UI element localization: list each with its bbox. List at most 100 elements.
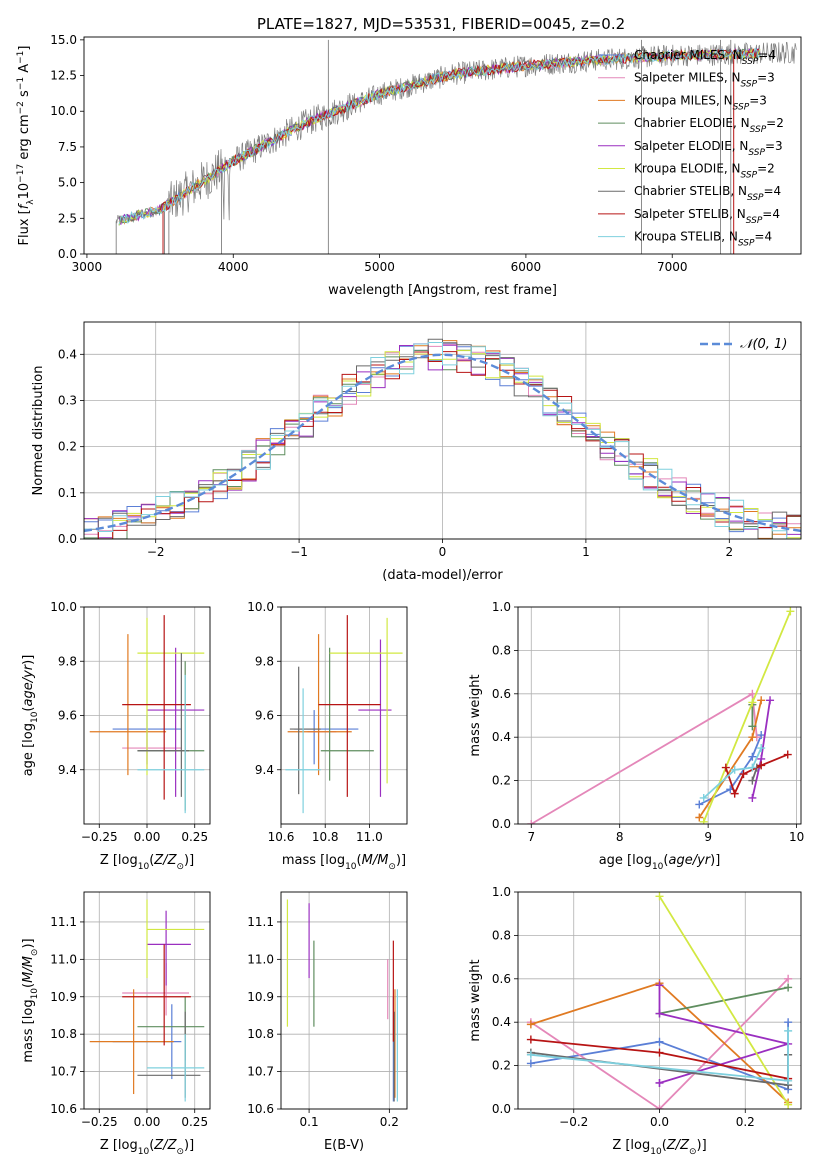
x-axis-label-part: Z/Z xyxy=(666,1138,690,1153)
y-tick-label: 9.6 xyxy=(58,709,77,723)
weight-marker xyxy=(783,750,792,759)
legend-label-part: SSP xyxy=(738,239,755,249)
weight-line-kroupa-stelib xyxy=(703,747,763,799)
weight-marker xyxy=(526,1059,535,1068)
x-axis-label-part: )] xyxy=(396,853,406,868)
weight-marker xyxy=(527,820,536,824)
axes-z-mass: −0.25 0.00 0.25 10.6 10.7 10.8 10.9 11.0 11.1 xyxy=(50,892,210,1129)
y-tick-label: 0.4 xyxy=(492,1015,511,1029)
x-axis-label-part: ( xyxy=(662,1138,667,1153)
weight-marker xyxy=(757,696,766,705)
legend-label-part: SSP xyxy=(733,102,750,112)
y-tick-label: 15.0 xyxy=(50,33,77,47)
histogram-lines xyxy=(84,338,801,539)
axes-frame xyxy=(83,891,211,1110)
legend-label-part: Chabrier ELODIE, N xyxy=(634,116,750,130)
y-tick-label: 10.7 xyxy=(50,1065,77,1079)
y-tick-label: 0.4 xyxy=(492,730,511,744)
y-tick-label: 10.9 xyxy=(50,990,77,1004)
x-tick-label: 8 xyxy=(616,830,624,844)
legend-label-part: SSP xyxy=(748,148,765,158)
y-axis-label-part: s xyxy=(17,90,32,101)
x-axis-label: age [log10(age/yr)] xyxy=(599,853,721,872)
weight-marker xyxy=(784,983,793,992)
y-tick-label: 0.3 xyxy=(58,393,77,407)
weight-marker xyxy=(655,1105,664,1109)
weight-marker xyxy=(748,763,757,772)
weight-marker xyxy=(748,776,757,785)
axes-z-age: −0.25 0.00 0.25 9.4 9.6 9.8 10.0 xyxy=(50,600,210,844)
y-axis-label-part: ( xyxy=(21,707,36,712)
y-tick-label: 10.6 xyxy=(247,1102,274,1116)
x-axis-label-part: )] xyxy=(710,853,720,868)
y-tick-label: 11.0 xyxy=(247,952,274,966)
y-axis-label: mass [log10(M/M⊙)] xyxy=(21,938,40,1062)
x-tick-label: 11.0 xyxy=(356,830,383,844)
errorbars-z-mass xyxy=(89,899,205,1102)
x-axis-label: Z [log10(Z/Z⊙)] xyxy=(100,853,194,872)
legend-label-part: Chabrier MILES, N xyxy=(634,48,742,62)
axes-residuals: −2 −1 0 1 2 0.0 0.1 0.2 0.3 0.4 xyxy=(58,322,801,559)
x-tick-label: 3000 xyxy=(72,260,103,274)
weight-marker xyxy=(757,731,766,740)
weight-marker xyxy=(748,793,757,802)
weight-line-salpeter-stelib xyxy=(724,753,789,797)
y-axis-label-part: −1 xyxy=(16,51,26,64)
x-tick-label: 0.00 xyxy=(134,1115,161,1129)
y-axis-label-part: ⊙ xyxy=(30,949,40,957)
gaussian-curve xyxy=(84,353,801,533)
weight-marker xyxy=(655,1037,664,1046)
y-tick-label: 11.0 xyxy=(50,952,77,966)
legend-label-part: =4 xyxy=(764,184,782,198)
weight-marker xyxy=(748,698,757,707)
legend-label-part: =4 xyxy=(754,230,772,244)
y-tick-label: 0.0 xyxy=(492,817,511,831)
legend-label-part: Salpeter ELODIE, N xyxy=(634,139,748,153)
x-tick-label: 0.1 xyxy=(300,1115,319,1129)
plots-layer: 3000 4000 5000 6000 70000.02.55.07.510.012.5… xyxy=(16,33,804,1157)
y-axis-label-part: f xyxy=(17,202,32,209)
y-tick-label: 9.4 xyxy=(255,763,274,777)
x-tick-label: −0.2 xyxy=(559,1115,588,1129)
x-axis-label-part: Z [log xyxy=(100,1138,138,1153)
y-axis-label-part: )] xyxy=(21,938,36,948)
axes-age-weight: 7 8 9 10 0.0 0.2 0.4 0.6 0.8 1.0 xyxy=(492,600,804,844)
y-tick-label: 10.8 xyxy=(50,1027,77,1041)
x-axis-label-part: 10 xyxy=(652,862,664,872)
x-axis-label-part: ⊙ xyxy=(176,862,184,872)
y-tick-label: 0.6 xyxy=(492,972,511,986)
y-axis-label-part: ( xyxy=(21,983,36,988)
y-tick-label: 9.4 xyxy=(58,763,77,777)
legend-label-part: =3 xyxy=(749,93,767,107)
weight-marker xyxy=(526,1050,535,1059)
y-tick-label: 2.5 xyxy=(58,211,77,225)
y-axis-label-part: age/yr xyxy=(21,663,36,706)
y-axis-label-part: erg cm xyxy=(17,114,32,163)
y-axis-label: age [log10(age/yr)] xyxy=(21,655,40,777)
axes-spectrum: 3000 4000 5000 6000 7000 0.0 2.5 5.0 7.5 10.0 12.5… xyxy=(50,33,687,274)
x-axis-label-part: ( xyxy=(149,1138,154,1153)
x-tick-label: 0.25 xyxy=(181,830,208,844)
weight-marker xyxy=(748,689,757,698)
y-axis-label-part: 10 xyxy=(30,988,40,1000)
weight-marker xyxy=(655,1009,664,1018)
x-axis-label-part: Z [log xyxy=(100,853,138,868)
x-axis-label-part: ⊙ xyxy=(176,1147,184,1157)
weight-marker xyxy=(748,733,757,742)
y-axis-label-part: −17 xyxy=(16,164,26,183)
x-tick-label: −1 xyxy=(290,545,308,559)
y-axis-label: Normed distribution xyxy=(31,366,46,496)
x-tick-label: −0.25 xyxy=(81,1115,118,1129)
errorbars-ebv-mass xyxy=(286,899,398,1102)
weight-line-salpeter-miles xyxy=(530,978,789,1109)
y-axis-label: Flux [fλ10−17 erg cm−2 s−1 A−1] xyxy=(16,46,36,246)
x-tick-label: 7 xyxy=(527,830,535,844)
legend-label-part: SSP xyxy=(742,57,759,67)
x-axis-label-part: 10 xyxy=(345,862,357,872)
y-axis-label-part: M/M xyxy=(21,956,36,983)
x-axis-label-part: age [log xyxy=(599,853,652,868)
figure-title: PLATE=1827, MJD=53531, FIBERID=0045, z=0… xyxy=(257,15,625,33)
weight-marker xyxy=(655,1048,664,1057)
errorbars-mass-age xyxy=(285,615,403,814)
y-axis-label-part: λ xyxy=(26,199,36,205)
